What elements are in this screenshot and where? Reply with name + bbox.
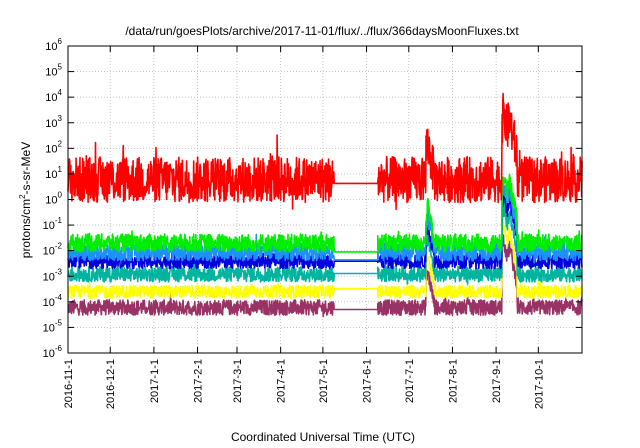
x-tick-label: 2017-4-1 bbox=[276, 359, 288, 403]
y-tick-label: 105 bbox=[45, 63, 62, 79]
y-axis-label-part2: -s-sr-MeV bbox=[19, 142, 33, 195]
x-tick-label: 2016-12-1 bbox=[105, 359, 117, 409]
chart-title: /data/run/goesPlots/archive/2017-11-01/f… bbox=[125, 24, 519, 38]
y-axis-label-superscript: 2 bbox=[18, 194, 27, 199]
y-axis-ticks: 106 105 104 103 102 101 100 10-1 10-2 10-3 10-4 10-… bbox=[43, 37, 582, 360]
series-line bbox=[67, 92, 583, 211]
y-tick-label: 10-3 bbox=[43, 267, 63, 283]
y-tick-label: 10-6 bbox=[43, 344, 63, 360]
y-tick-label: 106 bbox=[45, 37, 62, 53]
y-tick-label: 100 bbox=[45, 191, 62, 207]
y-axis-label-part1: protons/cm bbox=[19, 199, 33, 258]
x-axis-label: Coordinated Universal Time (UTC) bbox=[231, 430, 415, 444]
x-tick-label: 2017-5-1 bbox=[318, 359, 330, 403]
y-tick-label: 10-4 bbox=[43, 293, 63, 309]
x-tick-label: 2017-9-1 bbox=[491, 359, 503, 403]
y-tick-label: 10-5 bbox=[43, 318, 63, 334]
y-tick-label: 101 bbox=[45, 165, 62, 181]
y-tick-label: 102 bbox=[45, 139, 62, 155]
x-tick-label: 2017-10-1 bbox=[533, 359, 545, 409]
x-axis-ticks: 2016-11-1 2016-12-1 2017-1-1 2017-2-1 2017-3… bbox=[63, 46, 545, 409]
series-line bbox=[67, 234, 583, 318]
x-tick-label: 2017-6-1 bbox=[362, 359, 374, 403]
y-tick-label: 10-2 bbox=[43, 242, 63, 258]
x-tick-label: 2017-3-1 bbox=[232, 359, 244, 403]
x-tick-label: 2017-8-1 bbox=[447, 359, 459, 403]
series-line bbox=[67, 221, 583, 299]
y-tick-label: 10-1 bbox=[43, 216, 63, 232]
y-axis-label: protons/cm2-s-sr-MeV bbox=[18, 142, 33, 258]
x-tick-label: 2017-2-1 bbox=[193, 359, 205, 403]
y-tick-label: 103 bbox=[45, 114, 62, 130]
y-tick-label: 104 bbox=[45, 88, 62, 104]
x-tick-label: 2016-11-1 bbox=[63, 359, 75, 408]
series-line bbox=[67, 173, 583, 255]
x-tick-label: 2017-1-1 bbox=[149, 359, 161, 403]
x-tick-label: 2017-7-1 bbox=[404, 359, 416, 403]
series-lines bbox=[67, 92, 583, 318]
